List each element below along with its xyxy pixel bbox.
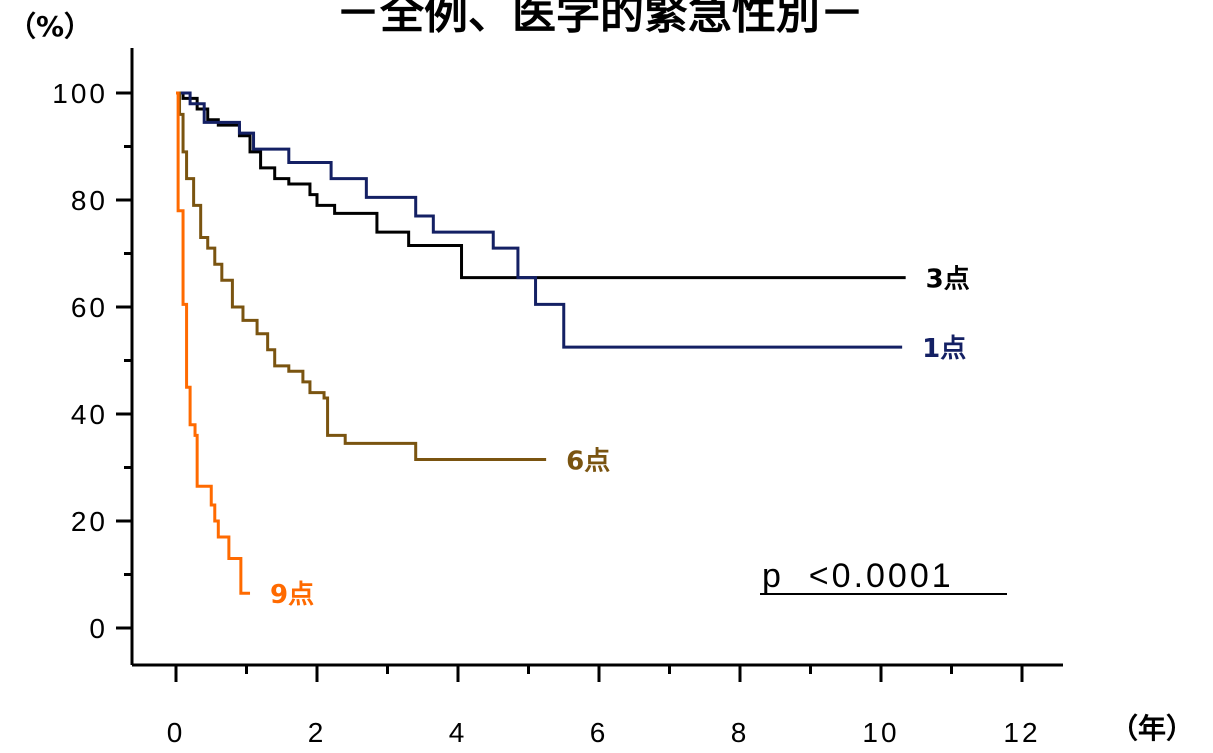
x-axis-label: （年）	[1110, 712, 1194, 745]
series-line-1	[176, 91, 903, 349]
series-labels: 3点 1点 6点 9点	[270, 264, 970, 611]
x-tick-label: 8	[731, 717, 750, 748]
x-tick-label: 0	[167, 717, 186, 748]
series-label-3: 9点	[270, 579, 314, 610]
x-tick-label: 10	[862, 717, 899, 748]
x-tick-label: 2	[308, 717, 327, 748]
y-ticks: 0 20 40 60 80 100	[52, 78, 132, 644]
y-tick-label: 40	[71, 399, 108, 430]
y-tick-label: 80	[71, 185, 108, 216]
y-axis-label: （%）	[8, 10, 92, 43]
x-tick-label: 6	[590, 717, 609, 748]
series-line-3	[176, 91, 251, 595]
series-label-0: 3点	[926, 264, 970, 295]
y-tick-label: 0	[89, 613, 108, 644]
series-line-2	[176, 91, 547, 461]
x-tick-label: 4	[449, 717, 468, 748]
y-tick-label: 60	[71, 292, 108, 323]
chart-title: －全例、医学的緊急性別－	[336, 0, 864, 39]
series-line-0	[176, 91, 906, 280]
series-lines	[176, 91, 906, 595]
x-ticks: 0 2 4 6 8 10 12	[167, 665, 1040, 748]
y-tick-label: 20	[71, 506, 108, 537]
series-label-1: 1点	[922, 333, 966, 364]
p-value-annotation: p <0.0001	[762, 557, 954, 595]
series-label-2: 6点	[566, 445, 610, 476]
x-tick-label: 12	[1003, 717, 1040, 748]
y-tick-label: 100	[52, 78, 108, 109]
